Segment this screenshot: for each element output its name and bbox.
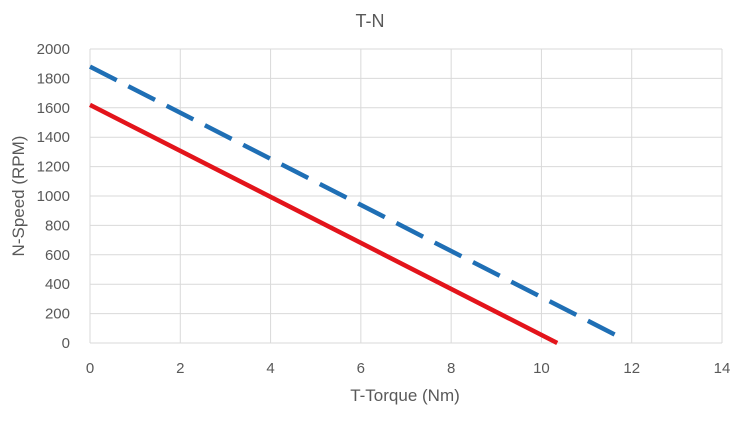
series-layer xyxy=(88,64,624,346)
x-tick-label: 6 xyxy=(357,360,365,377)
y-tick-label: 1800 xyxy=(37,70,70,87)
y-tick-label: 1200 xyxy=(37,159,70,176)
series-line-dashed-blue xyxy=(88,64,624,341)
y-tick-label: 1600 xyxy=(37,100,70,117)
x-axis-label: T-Torque (Nm) xyxy=(350,386,460,405)
x-tick-label: 10 xyxy=(533,360,550,377)
y-tick-label: 200 xyxy=(45,306,70,323)
y-tick-label: 800 xyxy=(45,217,70,234)
x-tick-label: 0 xyxy=(86,360,94,377)
x-tick-label: 8 xyxy=(447,360,455,377)
y-axis-label: N-Speed (RPM) xyxy=(9,136,28,257)
y-tick-label: 0 xyxy=(62,335,70,352)
y-tick-label: 2000 xyxy=(37,41,70,58)
tick-layer: 0 200 400 600 800 1000 1200 1400 1600 1800 2000 0 2 4… xyxy=(37,41,731,377)
y-tick-label: 1400 xyxy=(37,129,70,146)
x-tick-label: 4 xyxy=(266,360,274,377)
y-tick-label: 400 xyxy=(45,276,70,293)
chart-title: T-N xyxy=(356,11,385,31)
y-tick-label: 600 xyxy=(45,247,70,264)
x-tick-label: 12 xyxy=(623,360,640,377)
y-tick-label: 1000 xyxy=(37,188,70,205)
x-tick-label: 2 xyxy=(176,360,184,377)
grid-layer xyxy=(89,48,723,344)
x-tick-label: 14 xyxy=(714,360,731,377)
series-line-solid-red xyxy=(88,102,559,346)
